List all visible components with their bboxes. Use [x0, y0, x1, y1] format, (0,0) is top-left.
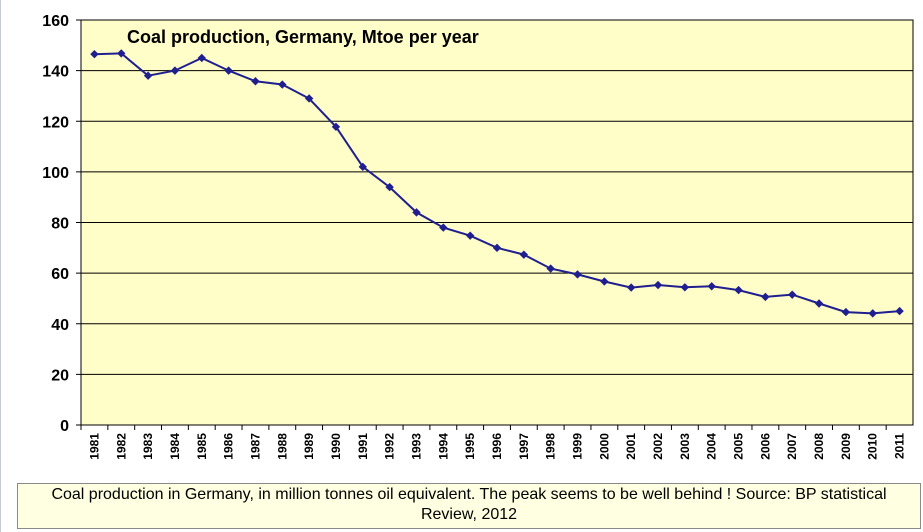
- x-tick-label-2010: 2010: [866, 433, 880, 460]
- data-point-1993: [412, 208, 421, 217]
- x-tick-label-1997: 1997: [517, 433, 531, 460]
- data-point-2000: [600, 277, 609, 286]
- data-point-2010: [868, 309, 877, 318]
- x-tick-label-2011: 2011: [893, 433, 907, 459]
- data-point-1994: [439, 223, 448, 232]
- data-point-2003: [680, 283, 690, 292]
- x-tick-label-1983: 1983: [141, 433, 155, 460]
- x-tick-label-1986: 1986: [222, 433, 236, 460]
- data-point-2006: [761, 292, 770, 302]
- data-point-1987: [251, 77, 260, 86]
- y-tick-label-100: 100: [42, 165, 69, 182]
- figure-caption: Coal production in Germany, in million t…: [17, 483, 921, 529]
- chart-title: Coal production, Germany, Mtoe per year: [127, 27, 479, 47]
- x-tick-label-1984: 1984: [168, 433, 182, 460]
- y-tick-label-20: 20: [51, 367, 69, 384]
- x-tick-label-2002: 2002: [651, 433, 665, 460]
- data-point-1991: [358, 162, 368, 172]
- data-point-1999: [573, 270, 582, 279]
- data-point-1989: [304, 94, 314, 103]
- x-tick-label-1985: 1985: [195, 433, 209, 460]
- data-point-1988: [278, 80, 287, 89]
- data-point-1996: [492, 243, 502, 253]
- y-tick-label-160: 160: [42, 13, 69, 30]
- data-point-1984: [170, 66, 180, 75]
- x-tick-label-1995: 1995: [463, 433, 477, 460]
- x-tick-label-1998: 1998: [544, 433, 558, 460]
- y-tick-label-40: 40: [51, 317, 69, 334]
- chart-container: 0 20 40 60 80 100 120 140 160 1981 1982 1983 1984 19…: [17, 8, 921, 482]
- data-point-1982: [117, 49, 126, 58]
- x-tick-label-1993: 1993: [409, 433, 423, 460]
- y-tick-label-120: 120: [42, 114, 69, 131]
- caption-text: Coal production in Germany, in million t…: [51, 486, 887, 523]
- x-tick-label-2006: 2006: [758, 433, 772, 460]
- data-point-1992: [385, 182, 394, 192]
- x-tick-label-1982: 1982: [114, 433, 128, 460]
- data-point-2002: [653, 280, 663, 290]
- data-point-2007: [788, 290, 797, 299]
- data-point-1983: [143, 71, 153, 80]
- x-tick-label-1989: 1989: [302, 433, 316, 460]
- data-point-1998: [546, 264, 555, 273]
- x-tick-label-1987: 1987: [248, 433, 262, 460]
- data-point-2005: [734, 285, 743, 295]
- data-point-1986: [224, 66, 233, 75]
- x-tick-label-2003: 2003: [678, 433, 692, 460]
- x-tick-label-2005: 2005: [732, 433, 746, 460]
- x-tick-label-1990: 1990: [329, 433, 343, 460]
- data-markers: [90, 49, 904, 318]
- x-tick-label-1991: 1991: [356, 433, 370, 460]
- data-point-2008: [814, 299, 824, 308]
- data-point-2009: [841, 307, 851, 317]
- x-tick-label-1981: 1981: [87, 433, 101, 460]
- x-tick-label-1992: 1992: [383, 433, 397, 460]
- x-tick-label-1994: 1994: [436, 433, 450, 460]
- data-point-2011: [895, 306, 904, 316]
- y-axis-ticks: 0 20 40 60 80 100 120 140 160: [42, 13, 81, 435]
- x-tick-label-1999: 1999: [571, 433, 585, 460]
- x-tick-label-2009: 2009: [839, 433, 853, 460]
- data-point-1995: [465, 231, 475, 240]
- x-tick-label-2001: 2001: [624, 433, 638, 460]
- x-tick-label-2007: 2007: [785, 433, 799, 460]
- data-point-1981: [90, 49, 99, 59]
- y-tick-label-60: 60: [51, 266, 69, 283]
- data-point-2001: [626, 283, 636, 292]
- y-tick-label-80: 80: [51, 216, 69, 233]
- y-tick-label-0: 0: [60, 418, 69, 435]
- y-tick-label-140: 140: [42, 64, 69, 81]
- x-tick-label-2008: 2008: [812, 433, 826, 460]
- gridlines: [81, 19, 913, 426]
- x-tick-label-1996: 1996: [490, 433, 504, 460]
- data-point-1985: [197, 53, 206, 63]
- data-point-1990: [331, 122, 341, 132]
- data-point-2004: [707, 282, 716, 291]
- x-axis-ticks: 1981 1982 1983 1984 1985 1986 1987 1988 1989 1990…: [80, 425, 907, 460]
- x-tick-label-1988: 1988: [275, 433, 289, 460]
- x-tick-label-2000: 2000: [597, 433, 611, 460]
- x-tick-label-2004: 2004: [705, 433, 719, 460]
